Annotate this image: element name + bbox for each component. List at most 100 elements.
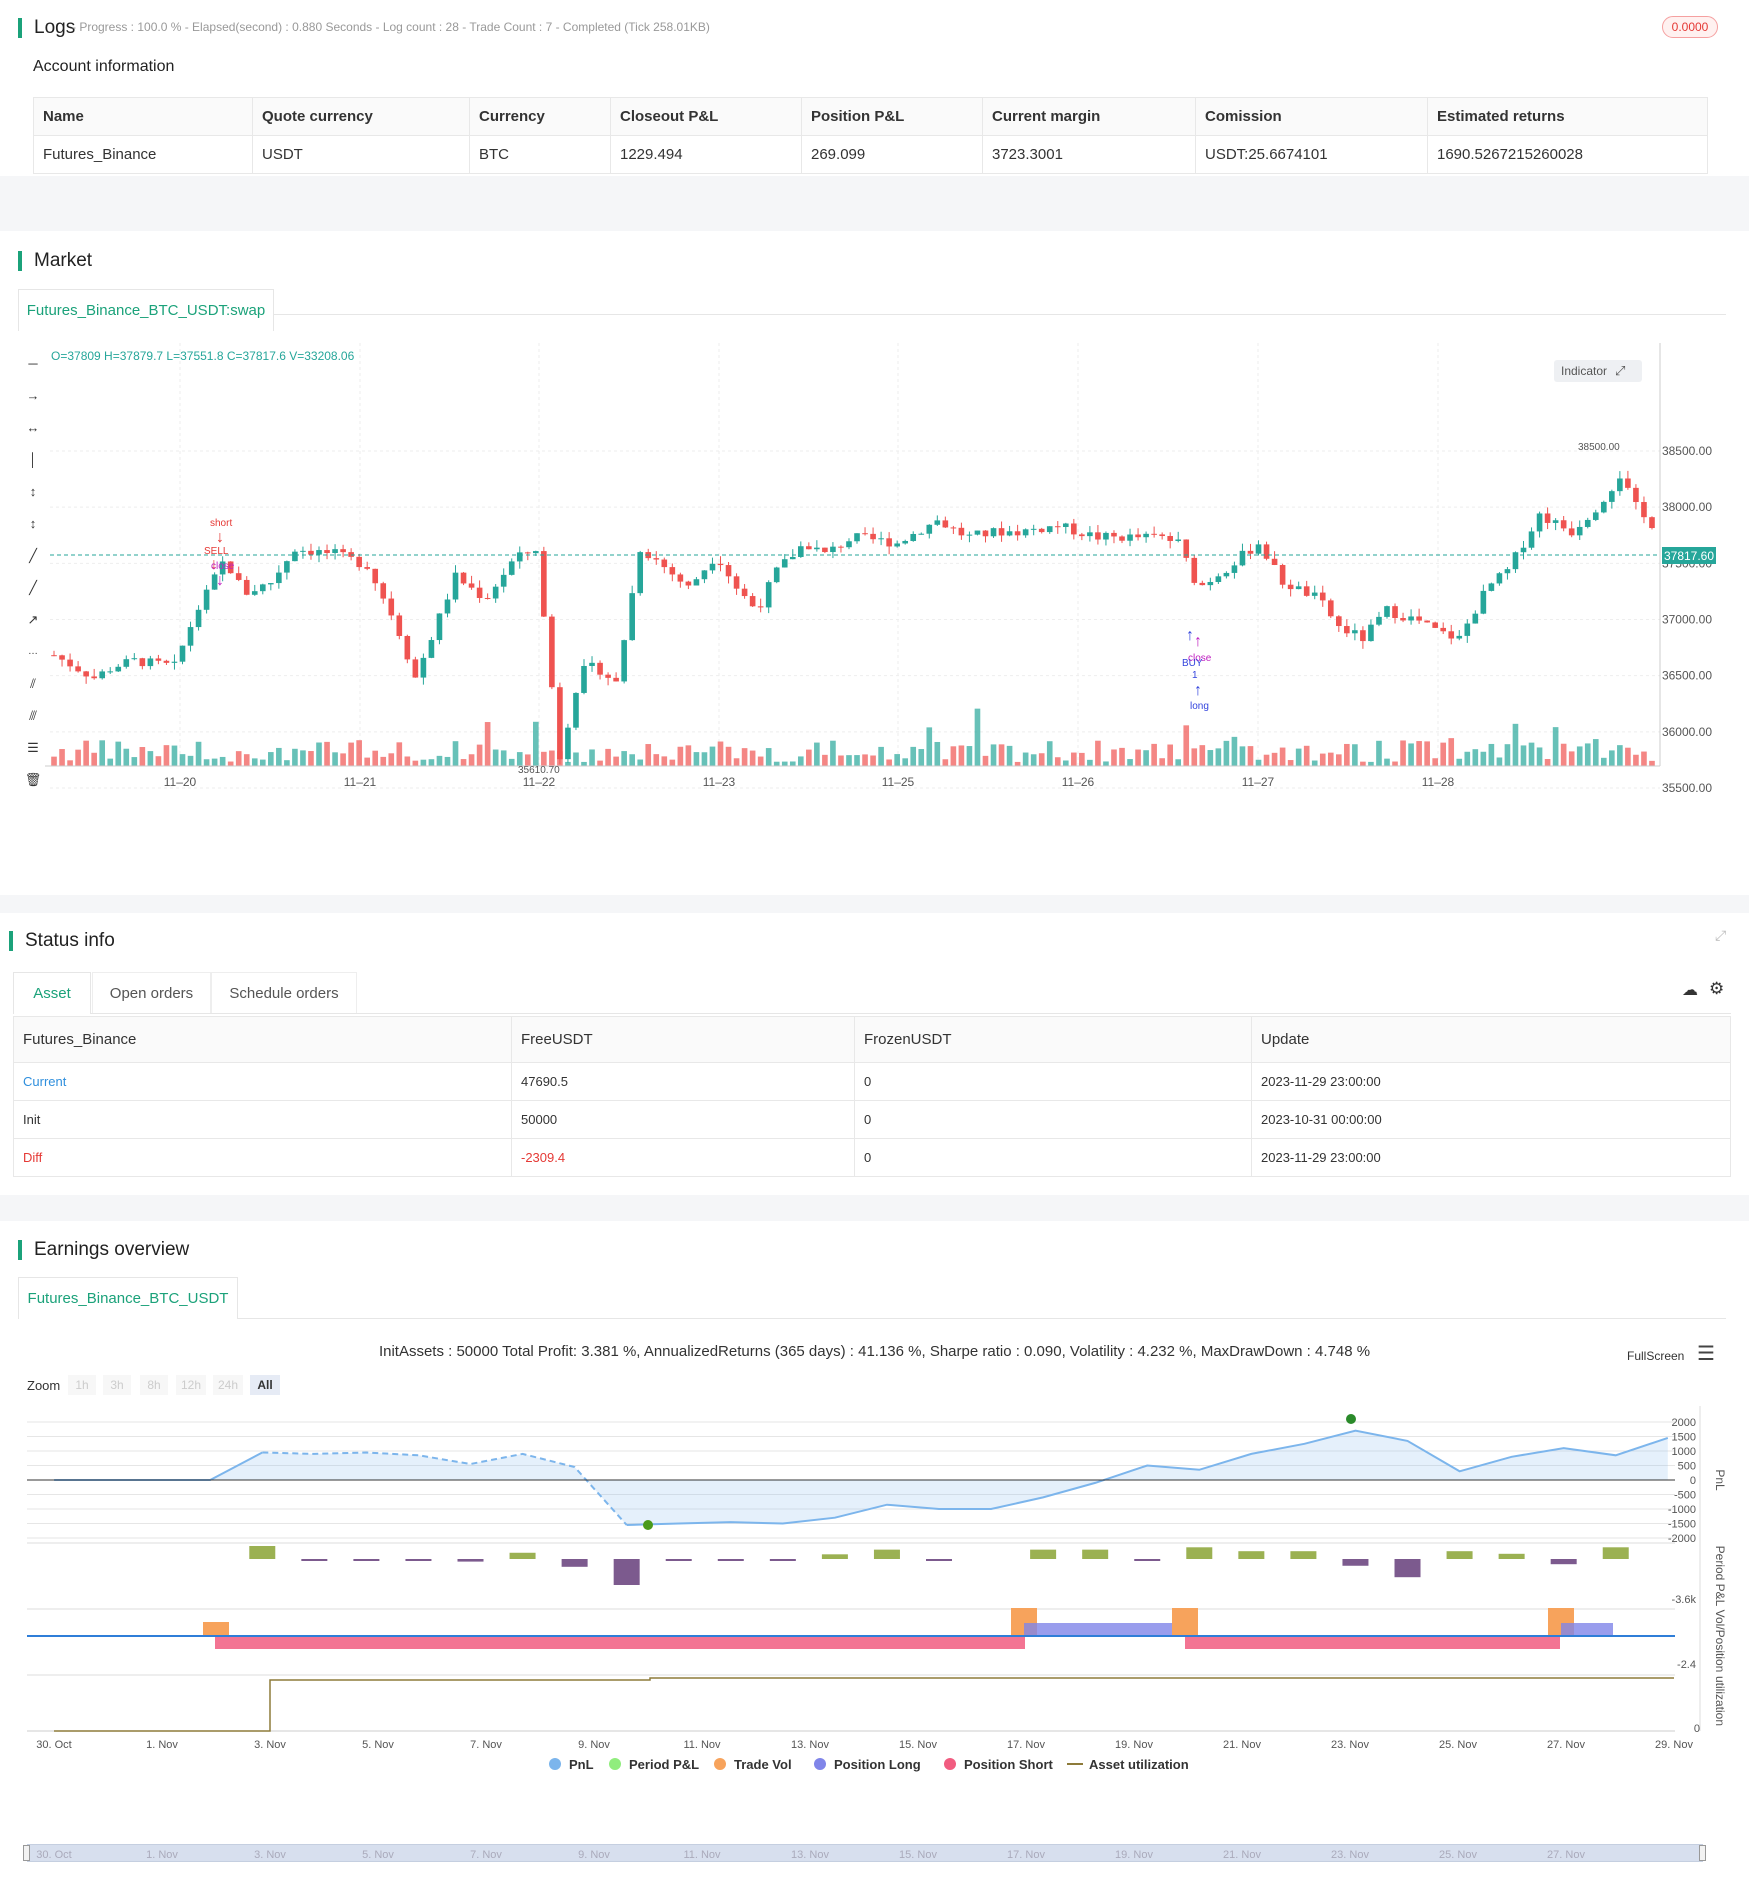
candle-body [155, 658, 162, 661]
navigator-left-handle[interactable] [23, 1845, 30, 1861]
volume-bar [1576, 746, 1583, 766]
volume-bar [251, 758, 258, 766]
account-cell: 3723.3001 [982, 135, 1196, 174]
volume-bar [1520, 745, 1527, 766]
vertical-ray-tool-icon[interactable]: ↕ [29, 516, 37, 531]
account-header: Current margin [982, 97, 1196, 136]
volume-bar [1030, 754, 1037, 766]
trend-ray-tool-icon[interactable]: ╱ [29, 580, 37, 595]
candle-body [259, 584, 266, 592]
zoom-24h[interactable]: 24h [213, 1375, 243, 1395]
candle-body [733, 576, 740, 589]
candle-body [573, 692, 579, 728]
candle-body [773, 567, 780, 583]
candle-body [1416, 616, 1422, 621]
candle-body [1472, 613, 1479, 624]
volume-bar [259, 759, 266, 766]
volume-bar [1087, 759, 1093, 766]
fullscreen-button[interactable]: FullScreen [1627, 1349, 1685, 1363]
pnl-tick-label: 0 [1690, 1475, 1696, 1487]
candle-body [1384, 606, 1390, 617]
volume-bar [990, 744, 997, 766]
period-pnl-bar [665, 1559, 692, 1561]
candle-body [1552, 520, 1559, 523]
indicator-button-label: Indicator [1561, 364, 1608, 378]
price-tick-label: 35500.00 [1662, 781, 1712, 795]
zoom-label: Zoom [27, 1378, 61, 1393]
signal-long-label: long [1190, 701, 1209, 712]
arrow-line-tool-icon[interactable]: ↗ [27, 612, 39, 627]
zoom-all[interactable]: All [250, 1375, 280, 1395]
zoom-1h[interactable]: 1h [68, 1375, 96, 1395]
candle-body [171, 661, 178, 663]
candle-body [492, 586, 499, 599]
collapse-icon[interactable]: ⤢ [1715, 927, 1727, 943]
earnings-chart[interactable]: 2000 1500 1000 500 0 -500 -1000 -1500 -2000 -3.6k… [0, 1401, 1749, 1861]
tab-earnings-symbol[interactable]: Futures_Binance_BTC_USDT [18, 1277, 238, 1319]
zoom-12h[interactable]: 12h [176, 1375, 206, 1395]
legend-item-label: PnL [569, 1757, 594, 1772]
volume-bar [508, 758, 515, 766]
account-header: Name [33, 97, 253, 136]
earnings-panel: Earnings overview Futures_Binance_BTC_US… [0, 1221, 1749, 1899]
tab-asset[interactable]: Asset [13, 972, 91, 1014]
asset-cell: 2023-10-31 00:00:00 [1251, 1100, 1731, 1139]
horizontal-ray-tool-icon[interactable]: → [26, 388, 40, 403]
volume-bar [1183, 725, 1190, 766]
candle-body [1046, 526, 1053, 533]
tab-open-orders[interactable]: Open orders [92, 972, 211, 1013]
volume-bar [468, 754, 475, 766]
candle-body [1054, 526, 1061, 528]
candle-body [1496, 573, 1503, 584]
price-label-tool-icon[interactable]: … [28, 646, 38, 657]
row-label-current[interactable]: Current [13, 1062, 512, 1101]
volume-bar [677, 746, 684, 766]
vertical-segment-tool-icon[interactable]: ↕ [29, 484, 37, 499]
trend-line-tool-icon[interactable]: ╱ [29, 548, 37, 563]
volume-bar [1600, 757, 1607, 766]
candle-body [243, 579, 250, 595]
candle-body [693, 579, 700, 586]
candle-body [436, 613, 443, 641]
indicator-button[interactable]: Indicator ⤢ [1554, 360, 1642, 382]
volume-bar [195, 741, 202, 766]
pitchfork-tool-icon[interactable]: ⫻ [29, 708, 37, 723]
extended-line-tool-icon[interactable]: ↔ [26, 420, 40, 435]
tab-schedule-orders[interactable]: Schedule orders [211, 972, 357, 1013]
x-tick-label: 29. Nov [1655, 1739, 1693, 1751]
candle-body [1609, 491, 1615, 502]
volume-bar [340, 753, 346, 766]
high-price-label: 38500.00 [1578, 442, 1620, 453]
fib-retracement-tool-icon[interactable]: ☰ [27, 740, 39, 755]
horizontal-line-tool-icon[interactable]: ─ [28, 356, 38, 371]
volume-bar [171, 745, 178, 766]
tab-market-symbol[interactable]: Futures_Binance_BTC_USDT:swap [18, 289, 274, 331]
legend-dot-icon [944, 1758, 956, 1770]
candle-body [974, 530, 981, 535]
zoom-8h[interactable]: 8h [140, 1375, 168, 1395]
volume-bar [372, 750, 379, 766]
navigator-tick-label: 3. Nov [254, 1849, 286, 1861]
cloud-download-icon[interactable]: ☁ [1682, 982, 1698, 999]
volume-bar [797, 756, 804, 766]
candle-body [67, 659, 73, 667]
navigator-right-handle[interactable] [1699, 1845, 1706, 1861]
candle-body [139, 658, 146, 667]
zoom-3h[interactable]: 3h [103, 1375, 131, 1395]
volume-bar [894, 754, 900, 766]
vertical-line-tool-icon[interactable]: │ [28, 452, 38, 467]
candlestick-chart[interactable]: 38500.0038000.0037500.0037000.0036500.00… [0, 343, 1749, 807]
candle-body [789, 556, 796, 560]
account-header: Quote currency [252, 97, 470, 136]
period-pnl-bar [1550, 1559, 1577, 1565]
candle-body [276, 572, 282, 584]
candle-body [235, 573, 242, 580]
volume-bar [388, 753, 395, 766]
x-tick-label: 3. Nov [254, 1739, 286, 1751]
candle-body [1183, 539, 1190, 558]
menu-icon[interactable]: ☰ [1697, 1343, 1715, 1365]
ohlc-readout: O=37809 H=37879.7 L=37551.8 C=37817.6 V=… [51, 349, 355, 363]
gear-icon[interactable]: ⚙ [1709, 979, 1725, 998]
trash-icon[interactable]: 🗑 [24, 772, 42, 787]
parallel-channel-tool-icon[interactable]: ⫽ [30, 676, 36, 691]
